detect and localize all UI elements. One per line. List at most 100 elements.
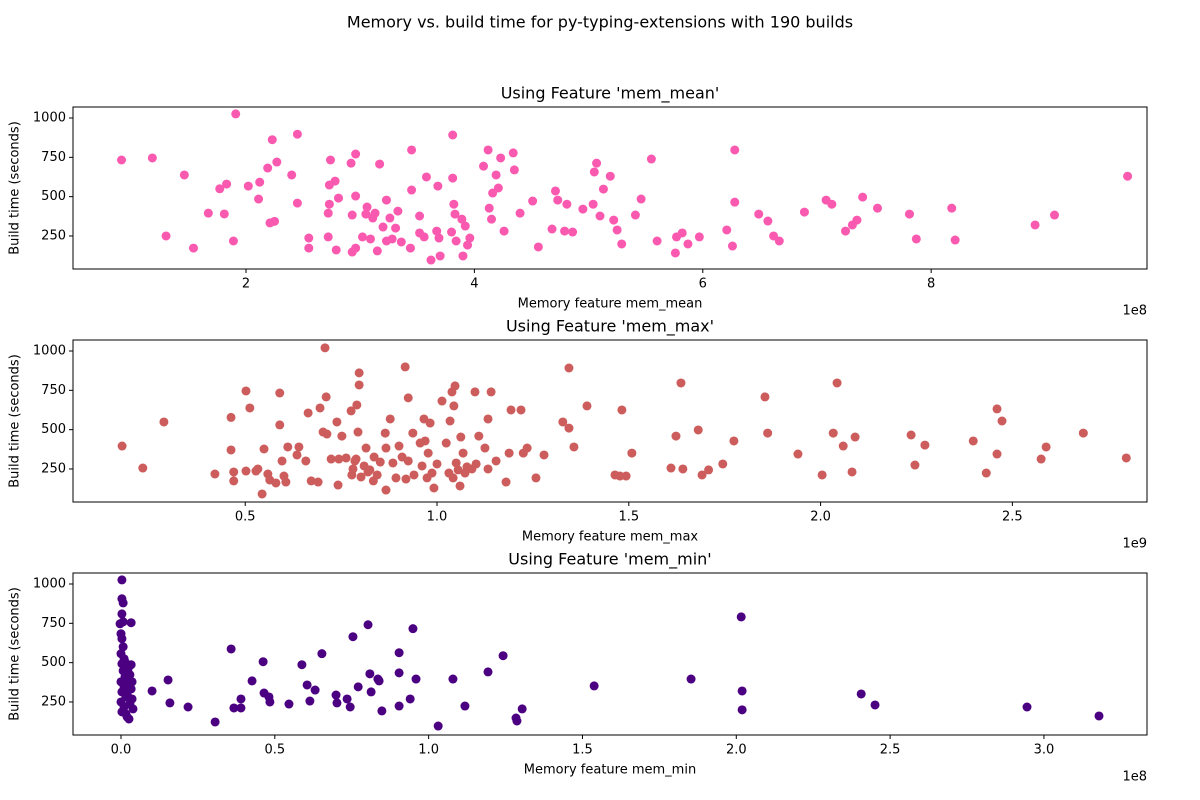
- point: [817, 470, 827, 480]
- point: [304, 233, 314, 243]
- point: [365, 669, 375, 679]
- point: [228, 236, 238, 246]
- point: [351, 454, 361, 464]
- point: [126, 660, 136, 670]
- point: [345, 702, 355, 712]
- point: [275, 420, 285, 430]
- point: [411, 674, 421, 684]
- subplot-title: Using Feature 'mem_min': [508, 550, 711, 570]
- point: [858, 192, 868, 202]
- point: [396, 237, 406, 247]
- point: [277, 456, 287, 466]
- point: [564, 423, 574, 433]
- point: [560, 226, 570, 236]
- point: [693, 425, 703, 435]
- point: [161, 231, 171, 241]
- point: [301, 456, 311, 466]
- point: [341, 453, 351, 463]
- subplot: Using Feature 'mem_max' Memory feature me…: [8, 317, 1148, 552]
- point: [1030, 220, 1040, 230]
- point: [346, 406, 356, 416]
- point: [403, 393, 413, 403]
- point: [453, 465, 463, 475]
- point: [911, 234, 921, 244]
- axes-frame: [72, 572, 1148, 736]
- point: [377, 706, 387, 716]
- y-tick-label: 250: [41, 694, 66, 709]
- point: [763, 428, 773, 438]
- point: [117, 609, 127, 619]
- point: [254, 194, 264, 204]
- point: [333, 480, 343, 490]
- point: [210, 469, 220, 479]
- point: [449, 199, 459, 209]
- point: [666, 463, 676, 473]
- point: [433, 721, 443, 731]
- point: [754, 209, 764, 219]
- point: [263, 163, 273, 173]
- point: [210, 717, 220, 727]
- x-tick-label: 2.5: [880, 743, 901, 758]
- point: [365, 234, 375, 244]
- point: [405, 243, 415, 253]
- point: [522, 443, 532, 453]
- point: [393, 206, 403, 216]
- point: [486, 387, 496, 397]
- point: [351, 243, 361, 253]
- point: [671, 431, 681, 441]
- point: [337, 431, 347, 441]
- point: [334, 454, 344, 464]
- point: [165, 698, 175, 708]
- point: [226, 412, 236, 422]
- point: [159, 417, 169, 427]
- point: [1022, 702, 1032, 712]
- point: [381, 195, 391, 205]
- point: [483, 464, 493, 474]
- point: [451, 458, 461, 468]
- point: [515, 208, 525, 218]
- point: [203, 208, 213, 218]
- point: [394, 441, 404, 451]
- point: [582, 401, 592, 411]
- point: [910, 460, 920, 470]
- point: [558, 417, 568, 427]
- x-tick-label: 2.0: [726, 743, 747, 758]
- point: [483, 414, 493, 424]
- point: [128, 704, 138, 714]
- point: [401, 474, 411, 484]
- point: [388, 458, 398, 468]
- point: [1094, 711, 1104, 721]
- point: [493, 183, 503, 193]
- point: [460, 701, 470, 711]
- point: [243, 181, 253, 191]
- point: [457, 214, 467, 224]
- point: [1036, 454, 1046, 464]
- point: [460, 221, 470, 231]
- point: [270, 216, 280, 226]
- point: [447, 227, 457, 237]
- y-axis-label: Build time (seconds): [8, 587, 23, 721]
- point: [838, 441, 848, 451]
- point: [409, 470, 419, 480]
- point: [425, 418, 435, 428]
- point: [292, 198, 302, 208]
- x-tick-label: 0.0: [111, 743, 132, 758]
- point: [856, 689, 866, 699]
- point: [426, 255, 436, 265]
- subplot: Using Feature 'mem_mean' Memory feature m…: [8, 84, 1148, 319]
- point: [589, 167, 599, 177]
- point: [118, 642, 128, 652]
- x-tick-label: 0.5: [235, 510, 256, 525]
- point: [331, 245, 341, 255]
- point: [284, 699, 294, 709]
- point: [727, 241, 737, 251]
- point: [445, 416, 455, 426]
- point: [487, 214, 497, 224]
- point: [408, 428, 418, 438]
- point: [704, 465, 714, 475]
- point: [906, 430, 916, 440]
- point: [378, 222, 388, 232]
- point: [617, 239, 627, 249]
- point: [420, 436, 430, 446]
